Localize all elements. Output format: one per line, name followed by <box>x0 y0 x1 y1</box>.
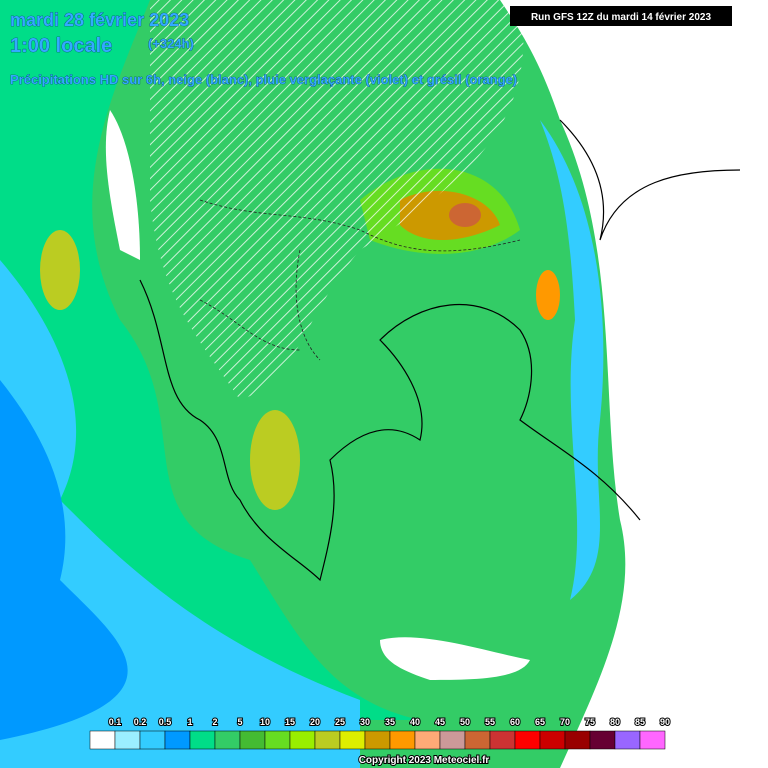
legend-label: 80 <box>610 717 620 727</box>
legend-label: 70 <box>560 717 570 727</box>
legend-swatch <box>514 730 541 750</box>
legend-swatch <box>114 730 141 750</box>
legend-label: 30 <box>360 717 370 727</box>
rain-zone <box>0 380 128 740</box>
date: mardi 28 février 2023 <box>10 10 189 30</box>
legend-label: 45 <box>435 717 445 727</box>
legend-label: 0.2 <box>134 717 147 727</box>
legend-swatch <box>639 730 666 750</box>
legend-swatch <box>164 730 191 750</box>
legend-label: 60 <box>510 717 520 727</box>
legend-label: 35 <box>385 717 395 727</box>
rain-zone <box>449 203 481 227</box>
legend-label: 50 <box>460 717 470 727</box>
legend-label: 1 <box>187 717 192 727</box>
legend-swatch <box>289 730 316 750</box>
copyright: Copyright 2023 Meteociel.fr <box>359 755 490 766</box>
legend-label: 90 <box>660 717 670 727</box>
legend-swatch <box>314 730 341 750</box>
legend-swatch <box>89 730 116 750</box>
legend-label: 65 <box>535 717 545 727</box>
legend-label: 20 <box>310 717 320 727</box>
legend-swatch <box>489 730 516 750</box>
legend-swatch <box>239 730 266 750</box>
legend-swatch <box>589 730 616 750</box>
legend-label: 25 <box>335 717 345 727</box>
snow-zone <box>150 0 524 400</box>
legend-label: 10 <box>260 717 270 727</box>
offset: (+324h) <box>148 36 194 51</box>
rain-zone <box>0 0 420 720</box>
legend-label: 40 <box>410 717 420 727</box>
legend-swatch <box>614 730 641 750</box>
legend-label: 0.5 <box>159 717 172 727</box>
legend-label: 85 <box>635 717 645 727</box>
run-box <box>510 6 732 26</box>
time: 1:00 locale <box>10 35 112 57</box>
coastline <box>139 119 741 582</box>
legend-swatch <box>264 730 291 750</box>
legend-swatch <box>389 730 416 750</box>
legend-label: 55 <box>485 717 495 727</box>
legend-swatch <box>364 730 391 750</box>
lake <box>105 110 140 260</box>
rain-zone <box>536 270 560 320</box>
legend-label: 15 <box>285 717 295 727</box>
legend-label: 2 <box>212 717 217 727</box>
legend-swatch <box>464 730 491 750</box>
legend-swatch <box>189 730 216 750</box>
legend-swatch <box>564 730 591 750</box>
description: Précipitations HD sur 6h, neige (blanc),… <box>10 72 517 87</box>
legend: 0.1 0.2 0.5 1 2 5 10 15 20 25 30 35 40 45 50 55 60 65 70 75… <box>89 716 671 750</box>
island <box>380 637 530 680</box>
dry-zone <box>500 0 768 768</box>
legend-swatch <box>214 730 241 750</box>
legend-swatch <box>439 730 466 750</box>
rain-zone <box>40 230 80 310</box>
rain-zone <box>540 120 604 600</box>
border <box>199 199 521 361</box>
legend-label: 5 <box>237 717 242 727</box>
legend-swatch <box>414 730 441 750</box>
legend-label: 75 <box>585 717 595 727</box>
run: Run GFS 12Z du mardi 14 février 2023 <box>531 12 712 23</box>
legend-swatch <box>339 730 366 750</box>
legend-label: 0.1 <box>109 717 122 727</box>
legend-swatch <box>539 730 566 750</box>
rain-zone <box>250 410 300 510</box>
legend-swatch <box>139 730 166 750</box>
